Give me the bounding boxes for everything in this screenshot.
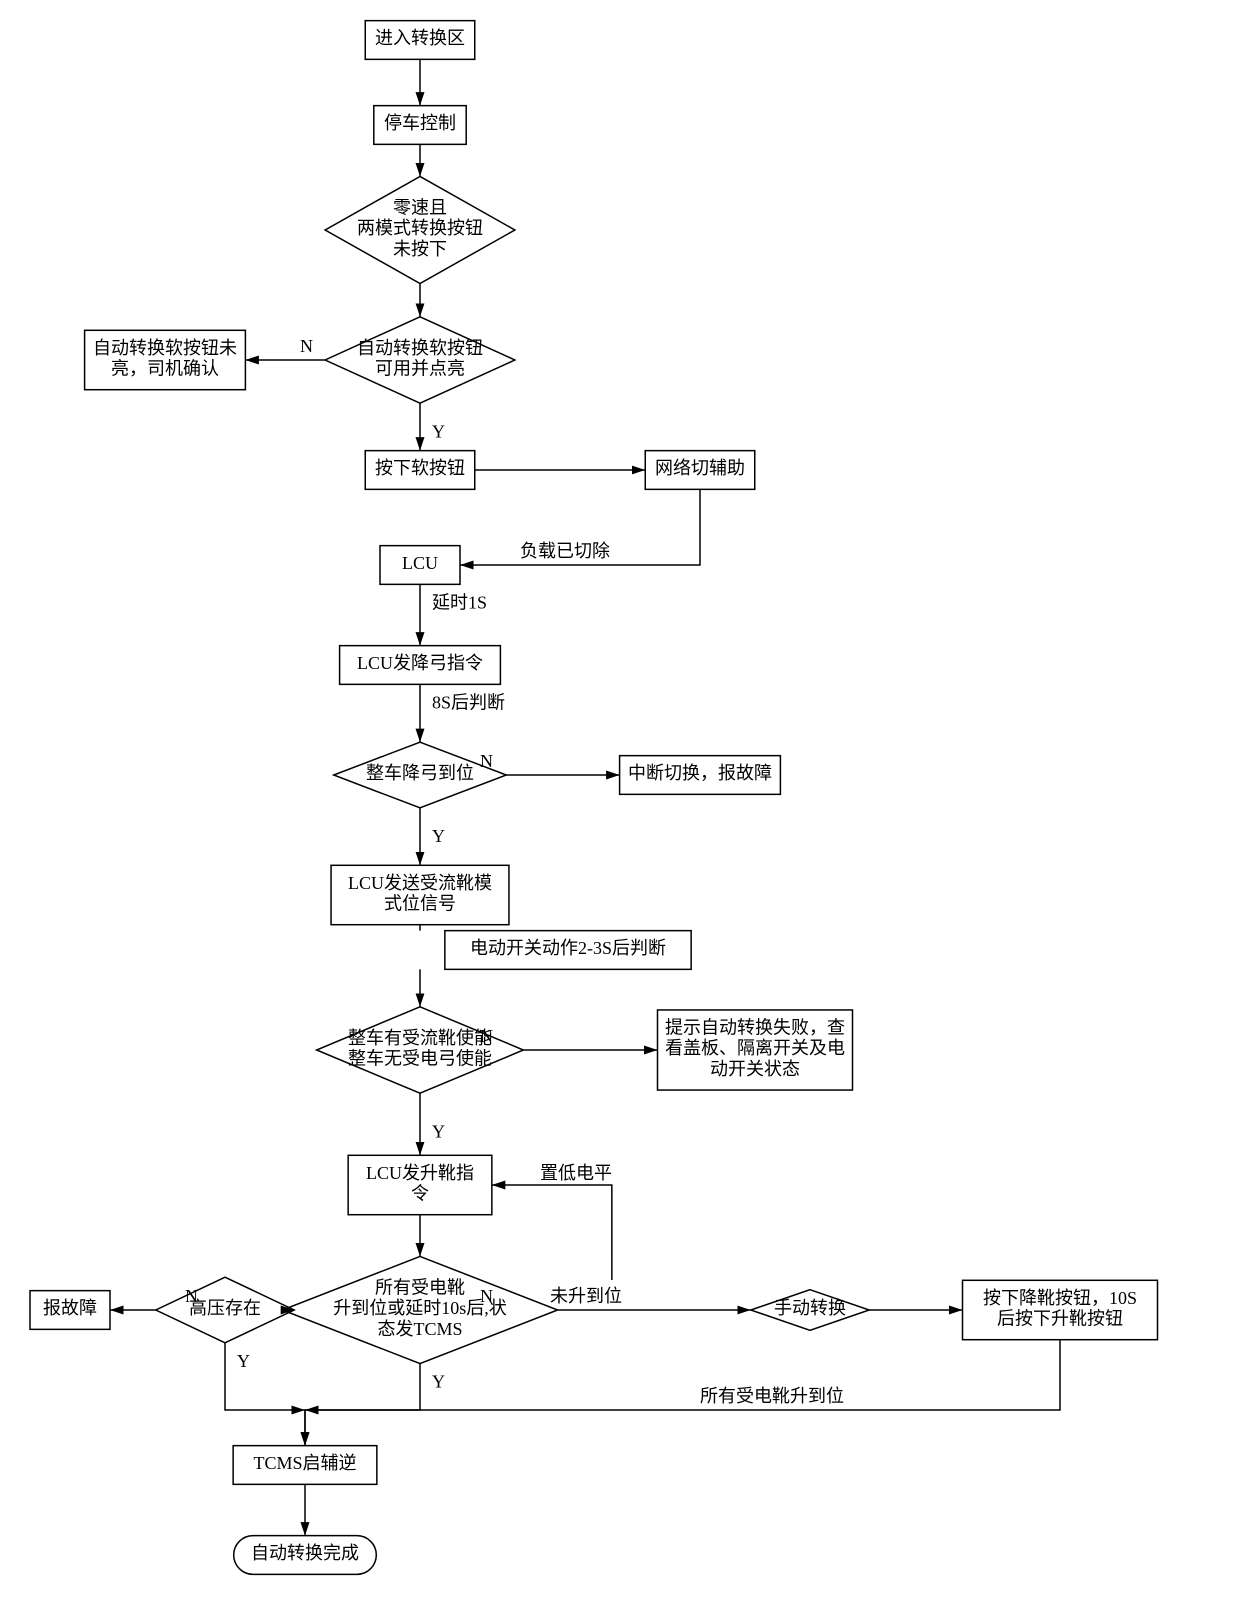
- svg-text:亮，司机确认: 亮，司机确认: [111, 358, 219, 378]
- svg-text:TCMS启辅逆: TCMS启辅逆: [253, 1453, 356, 1473]
- svg-text:Y: Y: [432, 826, 445, 846]
- svg-text:提示自动转换失败，查: 提示自动转换失败，查: [665, 1017, 845, 1037]
- svg-text:延时1S: 延时1S: [432, 592, 487, 612]
- svg-text:按下降靴按钮，10S: 按下降靴按钮，10S: [983, 1288, 1137, 1308]
- svg-text:后按下升靴按钮: 后按下升靴按钮: [997, 1308, 1123, 1328]
- svg-text:8S后判断: 8S后判断: [432, 692, 505, 712]
- svg-text:自动转换完成: 自动转换完成: [251, 1543, 359, 1563]
- svg-text:LCU发降弓指令: LCU发降弓指令: [357, 653, 483, 673]
- svg-text:N: N: [480, 751, 493, 771]
- svg-text:令: 令: [411, 1183, 429, 1203]
- svg-text:N: N: [480, 1286, 493, 1306]
- svg-text:置低电平: 置低电平: [540, 1163, 612, 1183]
- svg-text:进入转换区: 进入转换区: [375, 28, 465, 48]
- svg-text:N: N: [480, 1026, 493, 1046]
- svg-text:报故障: 报故障: [43, 1298, 97, 1318]
- svg-text:动开关状态: 动开关状态: [710, 1059, 800, 1079]
- svg-text:Y: Y: [432, 1121, 445, 1141]
- svg-text:自动转换软按钮未: 自动转换软按钮未: [93, 338, 237, 358]
- svg-text:零速且: 零速且: [393, 197, 447, 217]
- svg-text:自动转换软按钮: 自动转换软按钮: [357, 338, 483, 358]
- svg-text:负载已切除: 负载已切除: [520, 541, 610, 561]
- svg-text:停车控制: 停车控制: [384, 113, 456, 133]
- svg-text:Y: Y: [237, 1351, 250, 1371]
- svg-text:整车有受流靴使能: 整车有受流靴使能: [348, 1028, 492, 1048]
- svg-text:未升到位: 未升到位: [550, 1286, 622, 1306]
- svg-text:整车无受电弓使能: 整车无受电弓使能: [348, 1048, 492, 1068]
- svg-text:看盖板、隔离开关及电: 看盖板、隔离开关及电: [665, 1038, 845, 1058]
- svg-text:所有受电靴升到位: 所有受电靴升到位: [700, 1386, 844, 1406]
- svg-text:按下软按钮: 按下软按钮: [375, 458, 465, 478]
- svg-text:手动转换: 手动转换: [774, 1298, 846, 1318]
- svg-text:LCU发升靴指: LCU发升靴指: [366, 1163, 474, 1183]
- svg-text:网络切辅助: 网络切辅助: [655, 458, 745, 478]
- svg-text:N: N: [300, 336, 313, 356]
- svg-text:中断切换，报故障: 中断切换，报故障: [628, 763, 772, 783]
- svg-text:可用并点亮: 可用并点亮: [375, 358, 465, 378]
- svg-text:所有受电靴: 所有受电靴: [375, 1277, 465, 1297]
- svg-text:LCU发送受流靴模: LCU发送受流靴模: [348, 873, 492, 893]
- svg-text:N: N: [185, 1286, 198, 1306]
- svg-text:Y: Y: [432, 421, 445, 441]
- svg-text:式位信号: 式位信号: [384, 893, 456, 913]
- svg-text:整车降弓到位: 整车降弓到位: [366, 763, 474, 783]
- svg-text:LCU: LCU: [402, 553, 438, 573]
- svg-text:态发TCMS: 态发TCMS: [377, 1319, 462, 1339]
- svg-text:未按下: 未按下: [393, 239, 447, 259]
- svg-text:两模式转换按钮: 两模式转换按钮: [357, 218, 483, 238]
- svg-text:电动开关动作2-3S后判断: 电动开关动作2-3S后判断: [470, 938, 666, 958]
- svg-text:Y: Y: [432, 1372, 445, 1392]
- svg-text:高压存在: 高压存在: [189, 1298, 261, 1318]
